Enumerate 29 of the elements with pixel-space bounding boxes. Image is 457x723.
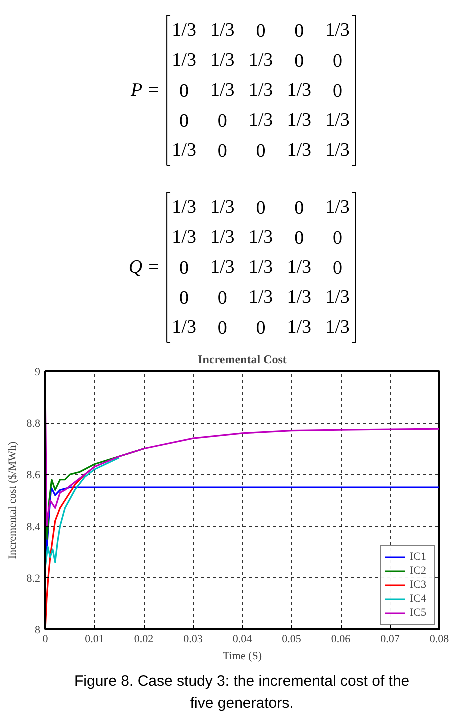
y-tick-label: 9 [35, 366, 41, 378]
legend-label: IC4 [410, 592, 428, 606]
x-tick-label: 0.06 [331, 634, 352, 646]
y-axis-title: Incremental cost ($/MWh) [6, 442, 19, 560]
x-tick-label: 0.01 [85, 634, 104, 646]
y-tick-label: 8.2 [26, 572, 40, 585]
caption: Figure 8. Case study 3: the incremental cost of the five generators. [74, 673, 410, 712]
x-axis-title: Time (S) [222, 650, 262, 662]
legend-label: IC1 [410, 550, 428, 564]
legend-label: IC2 [410, 564, 428, 578]
legend-label: IC5 [410, 606, 428, 620]
chart-title: Incremental Cost [198, 352, 287, 366]
text: 1/3 1/3 0 0 1/3 1/3 1/3 1/3 0 0 0 1/3 1/3 1/3 0 0 0 1/3 1/3 1/3 1/3 0 0 1/3 1/3 [172, 197, 350, 339]
line-series [46, 486, 440, 553]
x-tick-label: 0.08 [430, 634, 450, 646]
text: Q = [128, 257, 160, 278]
x-tick-label: 0.02 [134, 634, 154, 646]
text: P = [130, 80, 160, 101]
y-tick-label: 8.4 [26, 521, 41, 534]
x-tick-label: 0 [42, 634, 49, 646]
y-tick-label: 8 [35, 624, 41, 636]
text: 1/3 1/3 0 0 1/3 1/3 1/3 1/3 0 0 0 1/3 1/3 1/3 0 0 0 1/3 1/3 1/3 1/3 0 0 1/3 1/3 [172, 20, 350, 162]
x-tick-label: 0.05 [282, 634, 302, 646]
legend-label: IC3 [410, 578, 428, 592]
x-tick-label: 0.04 [232, 634, 253, 646]
x-tick-label: 0.03 [184, 634, 204, 646]
x-tick-label: 0.07 [380, 634, 400, 646]
y-tick-label: 8.8 [26, 418, 41, 430]
y-tick-label: 8.6 [26, 470, 41, 482]
